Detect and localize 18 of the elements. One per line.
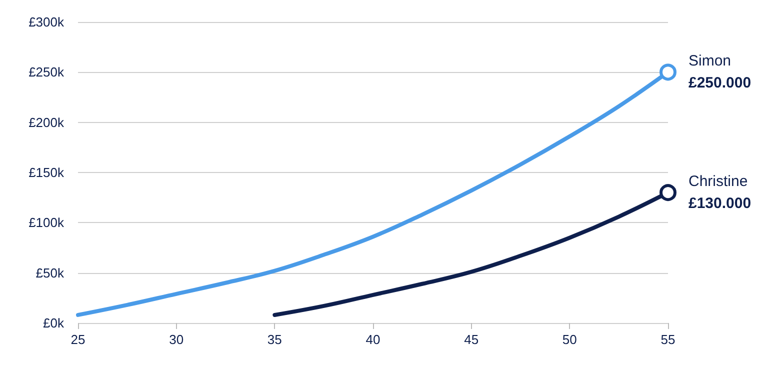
x-tick-label: 45 <box>464 332 479 347</box>
x-tick-label: 50 <box>562 332 577 347</box>
series-label: Simon <box>688 52 732 70</box>
y-tick-label: £250k <box>28 64 64 80</box>
data-label: £250.000 <box>688 74 752 92</box>
y-tick-label: £150k <box>28 165 64 180</box>
x-tick-label: 30 <box>169 332 184 347</box>
data-label: £130.000 <box>688 195 752 212</box>
series-label: Christine <box>688 173 748 190</box>
y-tick-label: £300k <box>28 14 64 30</box>
x-tick-label: 40 <box>366 332 380 347</box>
y-tick-label: £100k <box>28 215 64 230</box>
y-tick-label: £50k <box>36 265 64 280</box>
y-tick-label: £0k <box>43 316 64 330</box>
x-tick-label: 25 <box>70 332 86 347</box>
x-tick-label: 35 <box>267 332 282 347</box>
x-tick-label: 55 <box>660 332 676 347</box>
y-tick-label: £200k <box>28 114 64 130</box>
